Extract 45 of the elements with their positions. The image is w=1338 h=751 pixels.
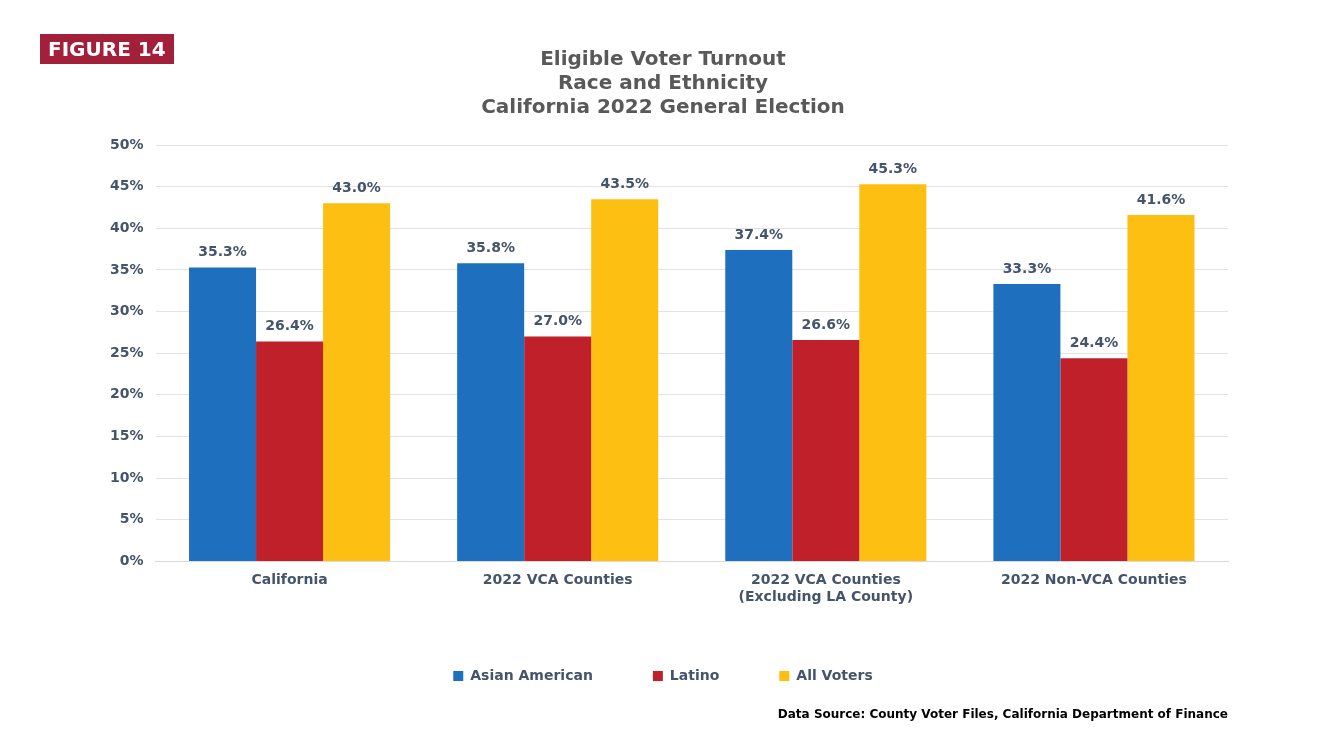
data-label: 41.6%: [1136, 190, 1186, 207]
x-tick-label: California: [251, 571, 328, 588]
bar: [1060, 358, 1128, 561]
data-label: 35.8%: [466, 238, 515, 255]
bar: [524, 336, 592, 561]
bar: [993, 284, 1061, 561]
bar: [1127, 214, 1195, 561]
y-tick-label: 35%: [109, 260, 144, 277]
y-tick-label: 40%: [109, 218, 144, 235]
data-label: 27.0%: [533, 312, 582, 329]
source-note: Data Source: County Voter Files, California Department of Finance: [777, 707, 1228, 721]
legend-label: Latino: [669, 666, 720, 683]
y-tick-label: 10%: [109, 468, 144, 485]
bar: [591, 199, 659, 561]
x-tick-label: 2022 VCA Counties (Excluding LA County): [738, 571, 914, 605]
y-tick-label: 0%: [119, 552, 144, 569]
bar: [189, 267, 257, 561]
y-tick-label: 20%: [109, 385, 144, 402]
data-label: 26.4%: [265, 317, 314, 334]
y-tick-label: 25%: [109, 343, 144, 360]
y-tick-label: 50%: [109, 135, 144, 152]
y-tick-label: 45%: [109, 177, 144, 194]
data-label: 43.5%: [600, 174, 650, 191]
y-tick-label: 5%: [119, 510, 144, 527]
data-label: 26.6%: [801, 315, 851, 332]
y-tick-label: 30%: [109, 302, 144, 319]
chart-title: Eligible Voter Turnout Race and Ethnicity California 2022 General Election: [481, 46, 845, 119]
caption: FIGURE 14: [40, 34, 174, 64]
bar: [457, 263, 525, 561]
bar: [256, 341, 324, 561]
legend-label: All Voters: [796, 666, 873, 683]
data-label: 35.3%: [198, 243, 247, 260]
data-label: 43.0%: [332, 178, 381, 195]
bar: [323, 203, 391, 561]
x-tick-label: 2022 VCA Counties: [482, 571, 633, 588]
data-label: 45.3%: [868, 159, 918, 176]
bar: [725, 249, 793, 561]
data-label: 33.3%: [1002, 259, 1052, 276]
y-tick-label: 15%: [109, 427, 144, 444]
data-label: 24.4%: [1069, 333, 1119, 350]
bar: [859, 184, 927, 561]
legend-label: Asian American: [470, 666, 593, 683]
x-tick-label: 2022 Non-VCA Counties: [1000, 571, 1187, 588]
data-label: 37.4%: [734, 225, 784, 242]
bar: [792, 339, 860, 561]
